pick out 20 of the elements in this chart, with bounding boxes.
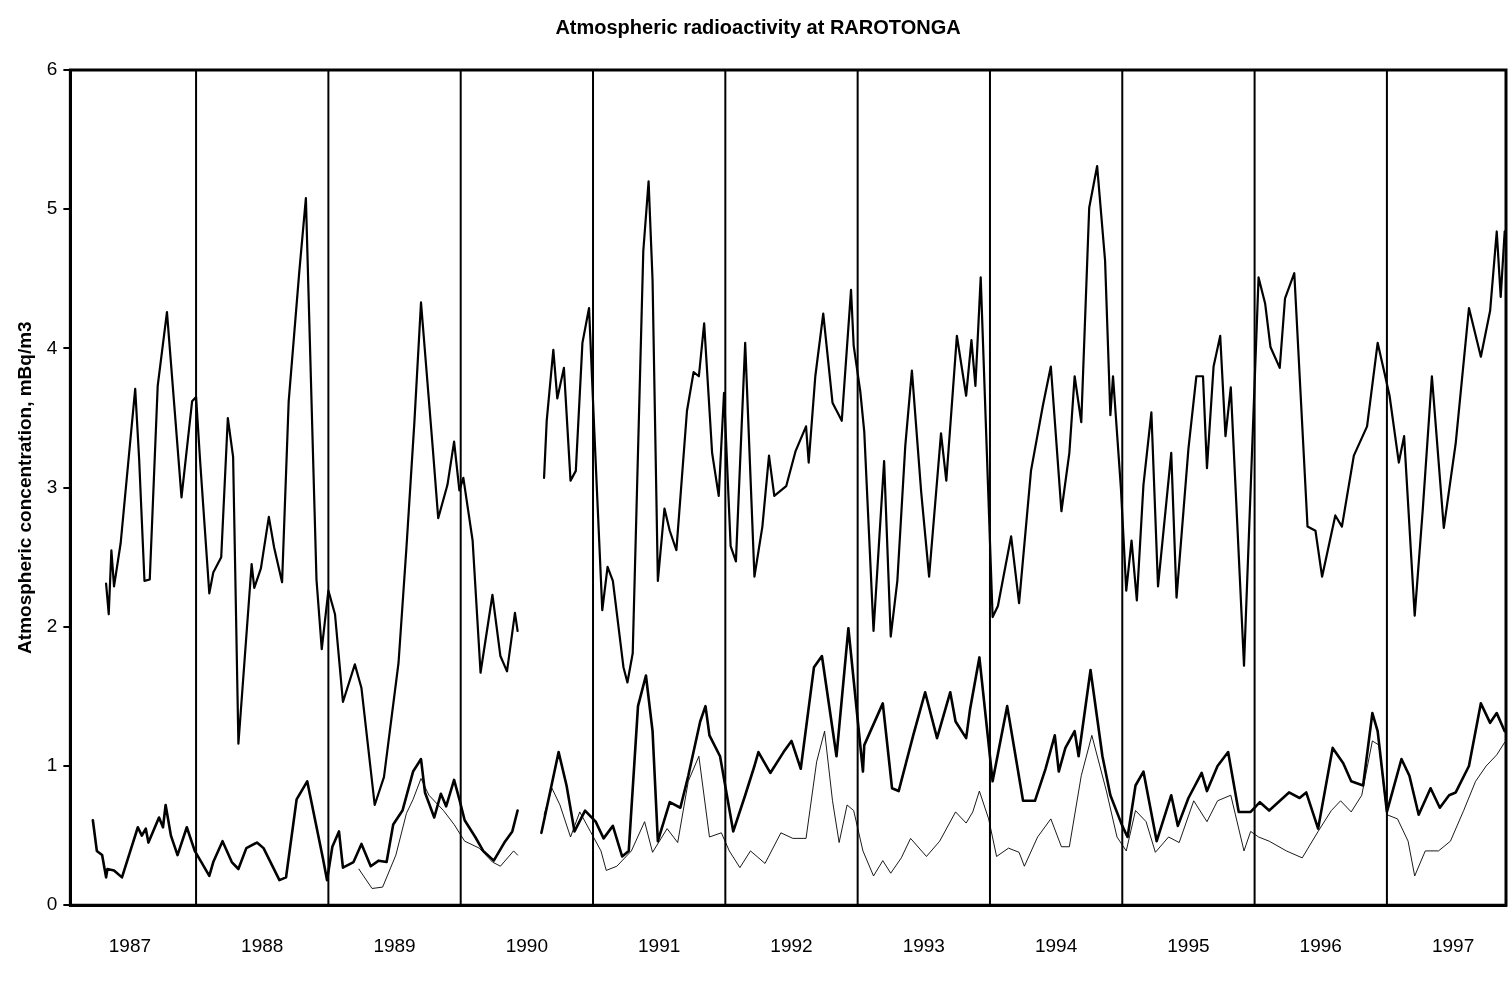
x-tick-label: 1989 [373,934,416,956]
y-tick-label: 5 [46,197,58,219]
x-tick-label: 1990 [505,934,548,956]
y-tick-label: 3 [46,475,58,497]
y-tick-label: 0 [46,893,58,915]
y-tick-label: 2 [46,615,58,637]
x-tick-label: 1995 [1167,934,1210,956]
y-tick-label: 1 [46,754,58,776]
y-tick-label: 6 [46,58,58,80]
x-tick-label: 1992 [770,934,813,956]
x-tick-label: 1988 [241,934,284,956]
x-tick-label: 1997 [1431,934,1475,956]
x-tick-label: 1991 [638,934,681,956]
y-tick-label: 4 [46,336,58,358]
x-tick-label: 1994 [1034,934,1078,956]
chart-title: Atmospheric radioactivity at RAROTONGA [555,15,961,38]
x-tick-label: 1996 [1299,934,1342,956]
x-tick-label: 1993 [902,934,945,956]
y-axis-title: Atmospheric concentration, mBq/m3 [13,321,35,654]
x-tick-label: 1987 [108,934,152,956]
